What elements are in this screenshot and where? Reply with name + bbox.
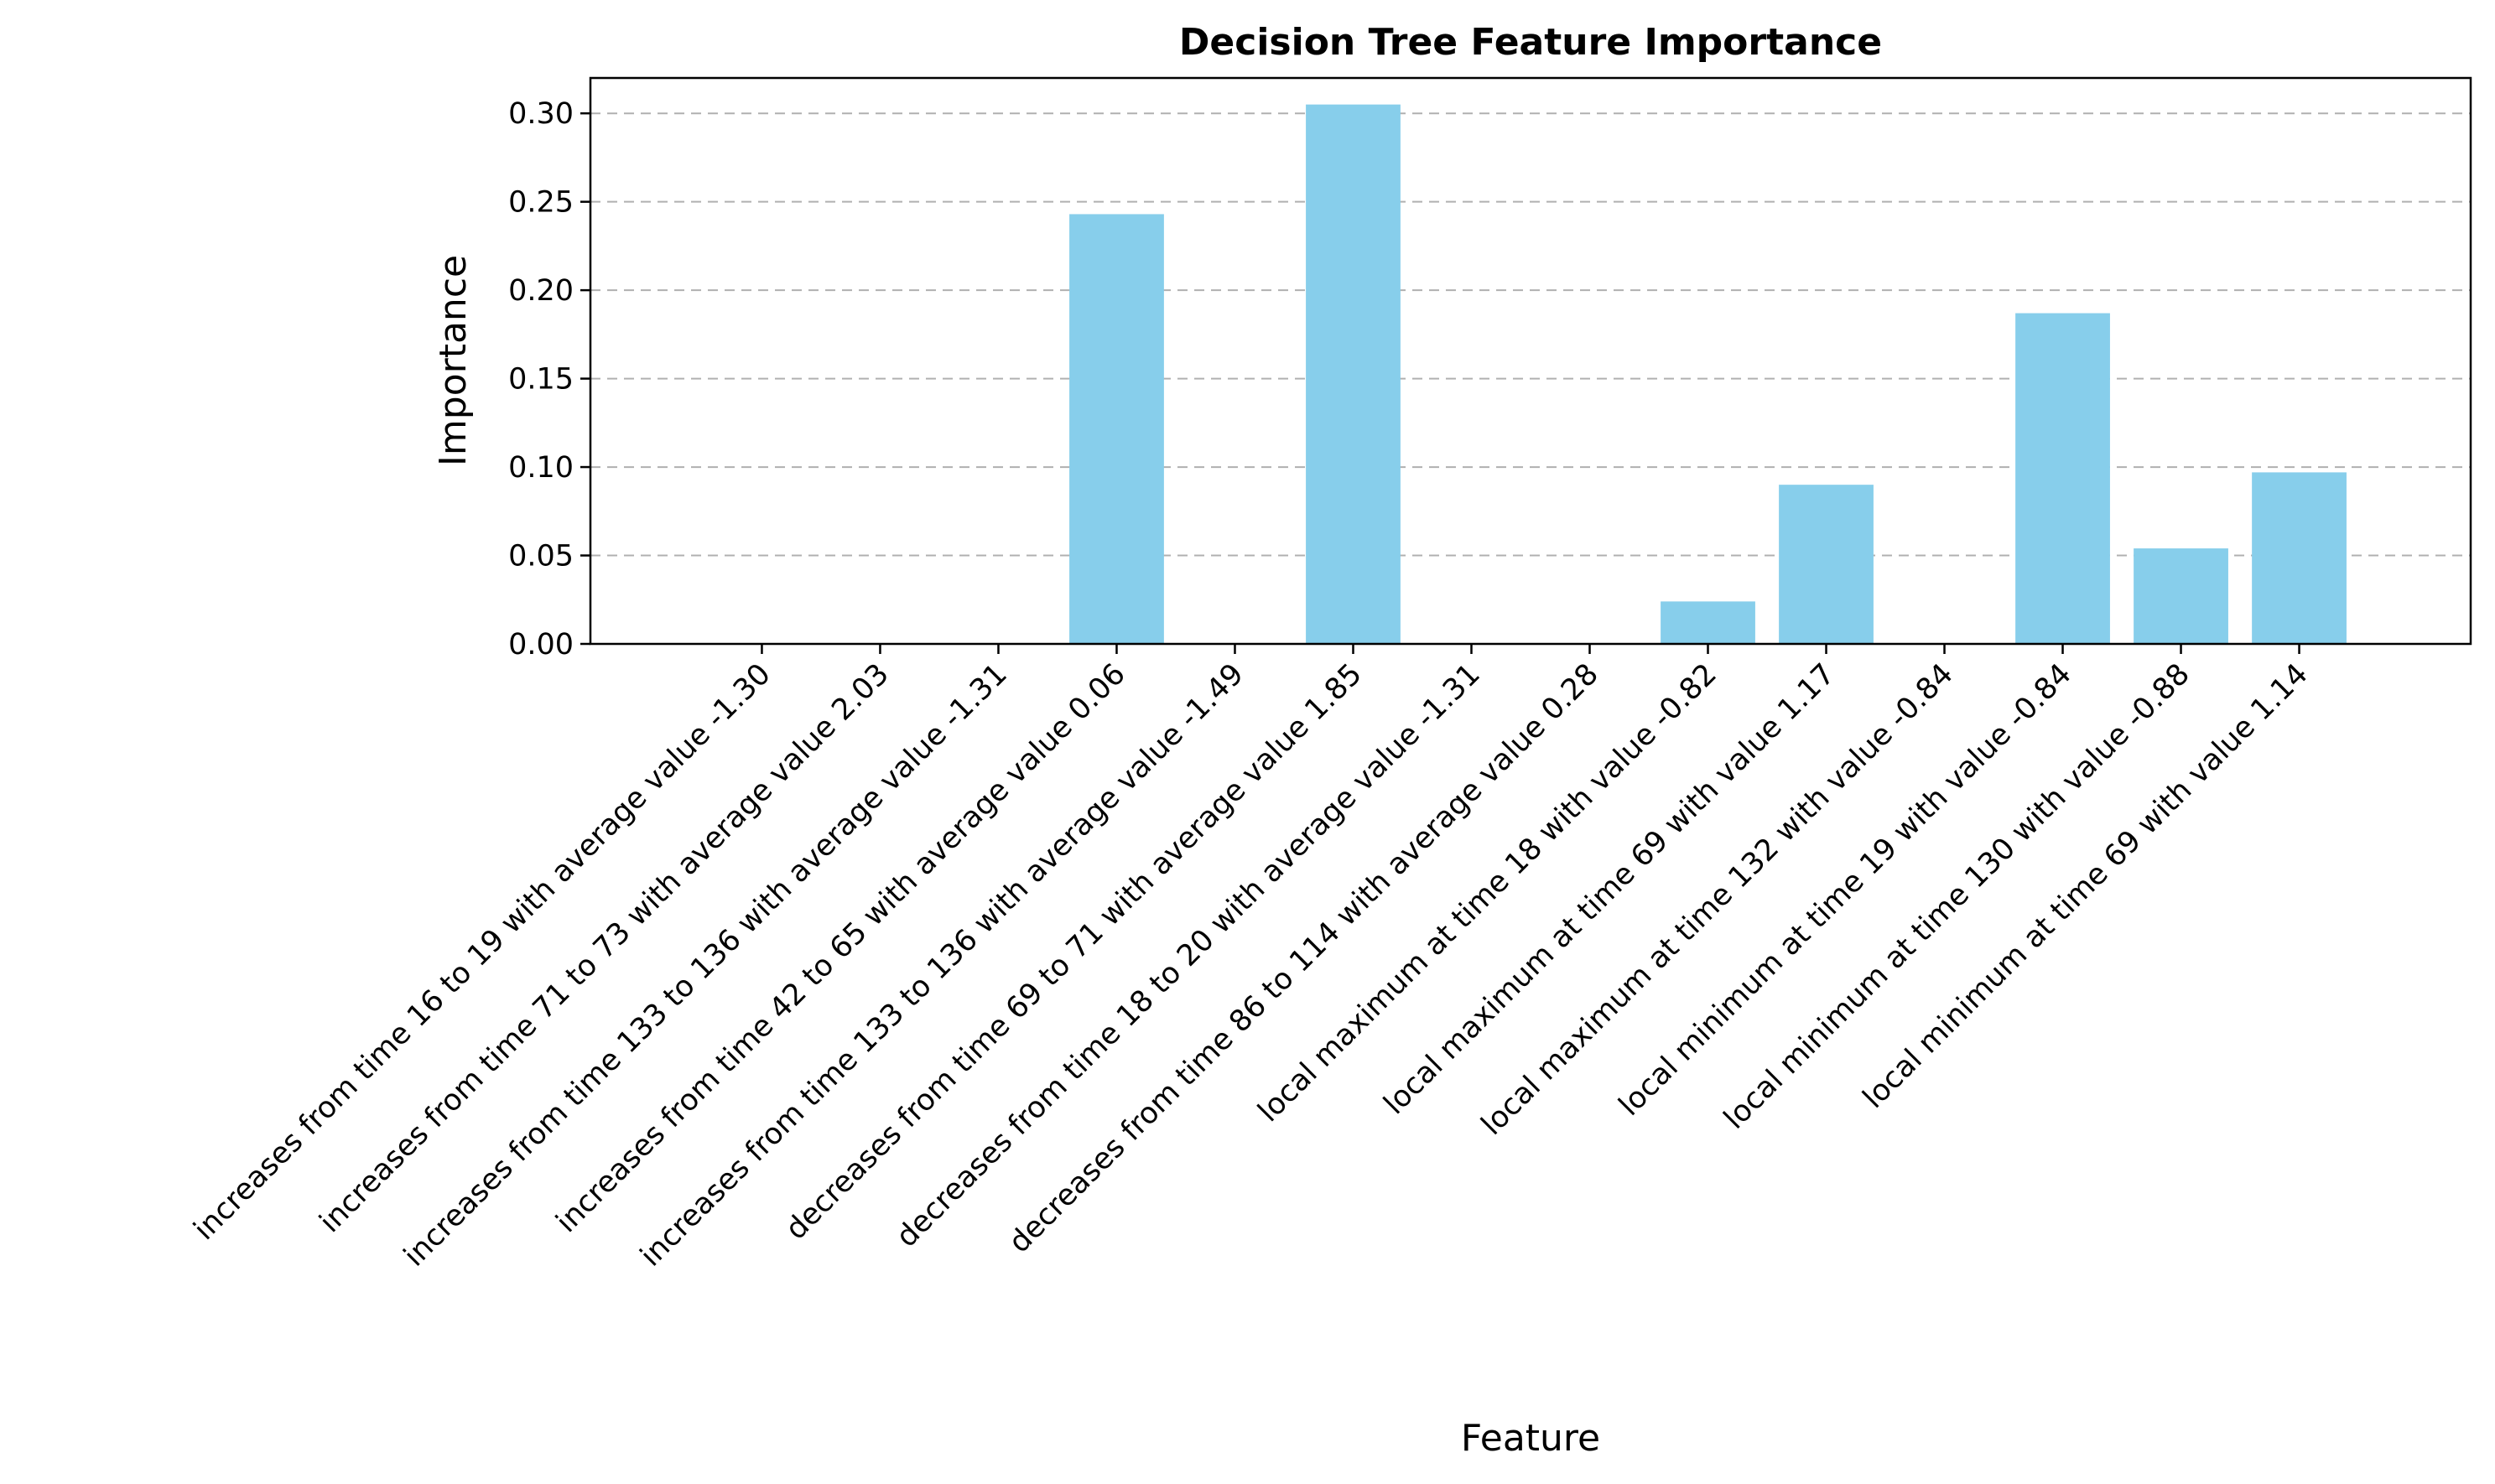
x-tick-label: decreases from time 69 to 71 with averag… bbox=[779, 657, 1369, 1247]
y-tick-label: 0.30 bbox=[508, 97, 574, 131]
y-tick-label: 0.25 bbox=[508, 186, 574, 220]
y-tick-label: 0.00 bbox=[508, 628, 574, 662]
plot-frame bbox=[589, 76, 2472, 646]
bar bbox=[1661, 601, 1755, 644]
x-tick-label: local minimum at time 19 with value -0.8… bbox=[1613, 657, 2078, 1123]
bars bbox=[1069, 104, 2347, 644]
x-tick-label: local minimum at time 69 with value 1.14 bbox=[1857, 657, 2315, 1115]
x-tick-label: local maximum at time 69 with value 1.17 bbox=[1378, 657, 1842, 1121]
y-tick-label: 0.15 bbox=[508, 363, 574, 397]
x-axis: increases from time 16 to 19 with averag… bbox=[188, 644, 2315, 1274]
bar bbox=[1069, 214, 1164, 644]
x-tick-label: increases from time 16 to 19 with averag… bbox=[188, 657, 777, 1247]
x-axis-label: Feature bbox=[1461, 1417, 1600, 1460]
bar bbox=[2134, 548, 2228, 644]
y-tick-label: 0.05 bbox=[508, 540, 574, 573]
x-tick-label: increases from time 71 to 73 with averag… bbox=[314, 657, 896, 1239]
y-tick-label: 0.20 bbox=[508, 274, 574, 308]
y-tick-label: 0.10 bbox=[508, 451, 574, 485]
bar bbox=[1779, 485, 1874, 644]
bar bbox=[2252, 472, 2347, 644]
bar bbox=[2015, 313, 2110, 644]
y-axis-label: Importance bbox=[432, 255, 475, 466]
chart-title: Decision Tree Feature Importance bbox=[1179, 21, 1882, 64]
x-tick-label: decreases from time 86 to 114 with avera… bbox=[1003, 657, 1605, 1259]
x-tick-label: increases from time 42 to 65 with averag… bbox=[550, 657, 1132, 1239]
y-axis: 0.00 0.05 0.10 0.15 0.20 0.25 0.30 bbox=[508, 97, 590, 662]
x-tick-label: decreases from time 18 to 20 with averag… bbox=[890, 657, 1486, 1253]
bar bbox=[1306, 104, 1401, 644]
